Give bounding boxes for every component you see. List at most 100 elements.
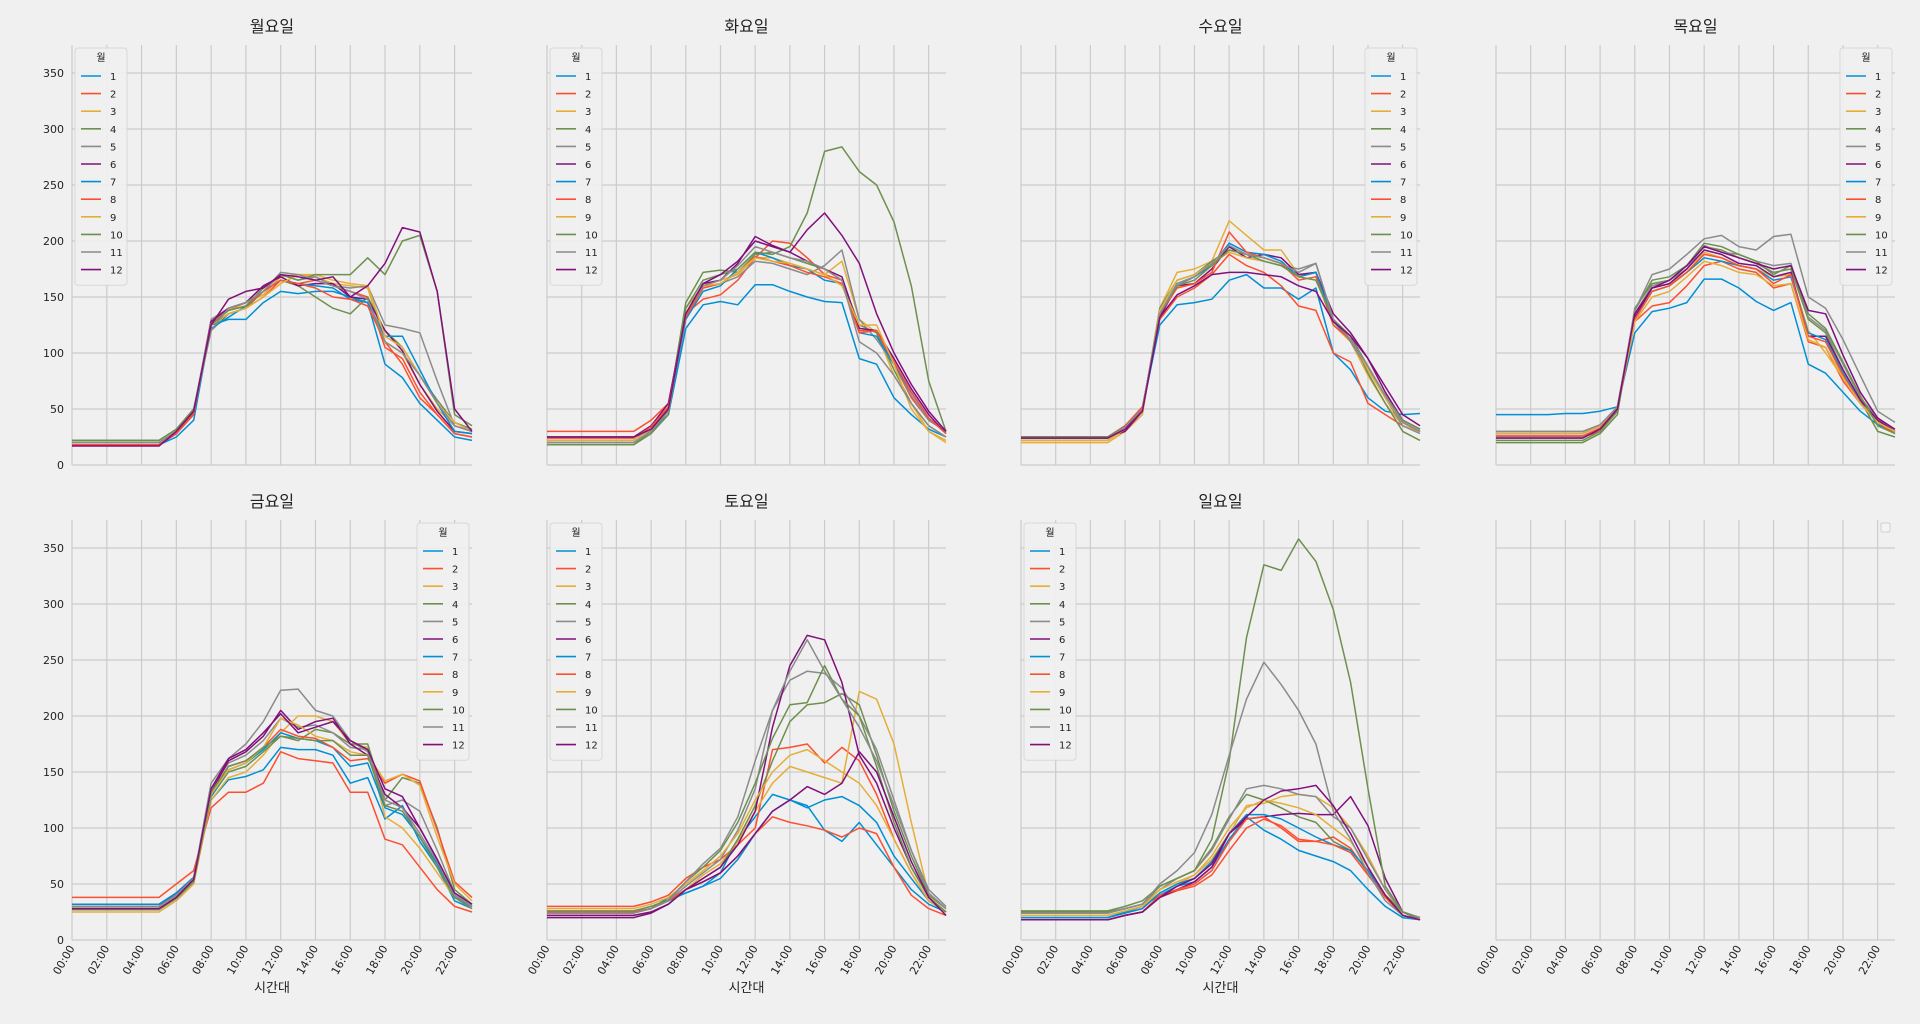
x-tick-label: 04:00 [1069,943,1096,977]
subplot-title: 목요일 [1673,17,1717,36]
series-line-month-10 [547,146,947,446]
legend-label: 1 [1875,72,1881,83]
y-tick-label: 50 [50,403,64,416]
x-tick-label: 00:00 [50,943,77,977]
x-tick-label: 08:00 [1613,943,1640,977]
series-line-month-5 [1496,244,1896,438]
series-line-month-12 [547,212,947,438]
legend-label: 12 [585,741,598,752]
y-tick-label: 0 [57,934,64,947]
legend-label: 10 [1400,230,1413,241]
legend-label: 3 [585,582,591,593]
legend-frame [1364,47,1418,286]
series-line-month-8 [1021,231,1421,438]
x-tick-label: 14:00 [1717,943,1744,977]
x-tick-label: 20:00 [398,943,425,977]
y-tick-label: 50 [50,878,64,891]
legend-label: 8 [585,195,591,206]
legend-frame [549,47,603,286]
x-tick-label: 02:00 [560,943,587,977]
legend-label: 1 [585,547,591,558]
legend-title: 월 [1386,52,1395,64]
subplot-7: 00:00 02:00 04:00 06:00 08:00 10:00 12:00 14:00… [999,492,1421,996]
y-tick-label: 150 [43,291,64,304]
y-tick-label: 300 [43,598,64,611]
series-line-month-9 [547,748,947,913]
legend-label: 5 [1059,617,1065,628]
series-line-month-8 [547,816,947,917]
series-line-month-4 [72,279,473,442]
legend-label: 7 [452,653,458,664]
series-line-month-10 [1021,249,1421,438]
legend-label: 3 [1400,107,1406,118]
series-line-month-7 [1021,242,1421,438]
legend-label: 12 [452,741,465,752]
legend-label: 6 [1400,160,1406,171]
y-tick-label: 350 [43,67,64,80]
series-line-month-5 [547,670,947,914]
legend-label: 3 [1875,107,1881,118]
x-tick-label: 18:00 [364,943,391,977]
legend-label: 6 [585,160,591,171]
legend-label: 2 [110,90,116,101]
legend-label: 7 [585,178,591,189]
x-tick-label: 06:00 [155,943,182,977]
legend-frame [1023,522,1077,761]
legend-label: 1 [585,72,591,83]
legend-label: 11 [1400,248,1413,259]
legend-title: 월 [96,52,105,64]
legend-label: 4 [585,600,591,611]
legend-label: 12 [110,266,123,277]
x-tick-label: 22:00 [1856,943,1883,977]
series-line-month-4 [72,728,473,911]
x-tick-label: 12:00 [1683,943,1710,977]
x-tick-label: 06:00 [1579,943,1606,977]
subplot-title: 토요일 [724,492,768,511]
x-tick-label: 16:00 [1277,943,1304,977]
x-axis-label: 시간대 [1203,981,1239,996]
x-tick-label: 10:00 [224,943,251,977]
legend-label: 10 [110,230,123,241]
legend-label: 9 [585,213,591,224]
legend-label: 9 [1875,213,1881,224]
x-tick-label: 22:00 [1381,943,1408,977]
series-line-month-6 [72,276,473,446]
legend-label: 4 [1400,125,1406,136]
legend-label: 3 [585,107,591,118]
legend-label: 11 [1059,723,1072,734]
x-tick-label: 12:00 [1208,943,1235,977]
legend-label: 3 [1059,582,1065,593]
legend-label: 10 [585,230,598,241]
legend-label: 4 [452,600,458,611]
legend-label: 2 [1059,565,1065,576]
x-tick-label: 08:00 [1138,943,1165,977]
series-line-month-12 [1496,245,1896,439]
legend-label: 4 [1875,125,1881,136]
y-tick-label: 100 [43,347,64,360]
x-tick-label: 20:00 [872,943,899,977]
legend-label: 4 [110,125,116,136]
legend-label: 12 [1059,741,1072,752]
x-tick-label: 02:00 [85,943,112,977]
legend-label: 10 [1875,230,1888,241]
series-line-month-8 [72,279,473,446]
series-line-month-11 [72,271,473,444]
legend-label: 6 [585,635,591,646]
legend-label: 1 [110,72,116,83]
legend-label: 9 [1059,688,1065,699]
subplot-title: 수요일 [1198,17,1242,36]
legend-title: 월 [571,527,580,539]
legend-label: 9 [110,213,116,224]
x-tick-label: 04:00 [595,943,622,977]
legend-title: 월 [1045,527,1054,539]
x-tick-label: 20:00 [1346,943,1373,977]
x-tick-label: 00:00 [525,943,552,977]
series-line-month-7 [72,279,473,444]
